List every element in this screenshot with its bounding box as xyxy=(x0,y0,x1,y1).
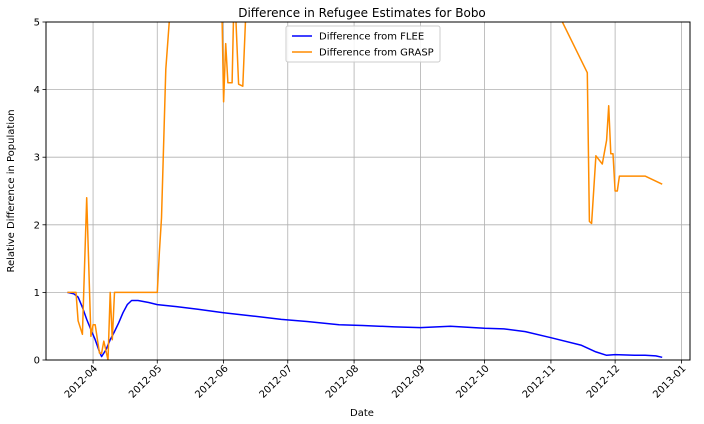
x-tick-label: 2012-07 xyxy=(258,363,295,400)
x-tick-label: 2012-11 xyxy=(521,363,558,400)
y-tick-label: 5 xyxy=(34,18,40,29)
chart-title: Difference in Refugee Estimates for Bobo xyxy=(238,6,486,20)
series-lines xyxy=(67,22,663,360)
series-line-grasp xyxy=(67,22,663,360)
y-tick-label: 1 xyxy=(34,288,40,299)
x-tick-label: 2012-12 xyxy=(585,363,622,400)
legend-box xyxy=(285,25,441,63)
y-axis-label: Relative Difference in Population xyxy=(6,109,17,272)
x-tick-label: 2012-10 xyxy=(454,363,491,400)
legend: Difference from FLEE Difference from GRAS… xyxy=(285,25,441,63)
x-tick-label: 2012-08 xyxy=(324,363,361,400)
y-tick-label: 2 xyxy=(34,220,40,231)
x-axis-ticks: 2012-04 2012-05 2012-06 2012-07 2012-08 2012-… xyxy=(63,360,689,401)
x-axis-label: Date xyxy=(350,408,374,419)
y-axis-ticks: 0 1 2 3 4 5 xyxy=(34,18,46,367)
plot-frame xyxy=(45,21,691,361)
y-tick-label: 0 xyxy=(34,356,40,367)
series-line-flee xyxy=(67,291,663,359)
y-tick-label: 3 xyxy=(34,153,40,164)
legend-label: Difference from FLEE xyxy=(319,32,424,43)
x-tick-label: 2013-01 xyxy=(651,363,688,400)
x-tick-label: 2012-09 xyxy=(390,363,427,400)
x-tick-label: 2012-06 xyxy=(193,363,230,400)
legend-label: Difference from GRASP xyxy=(319,48,434,59)
y-tick-label: 4 xyxy=(34,85,40,96)
x-tick-label: 2012-04 xyxy=(63,363,100,400)
x-tick-label: 2012-05 xyxy=(127,363,164,400)
